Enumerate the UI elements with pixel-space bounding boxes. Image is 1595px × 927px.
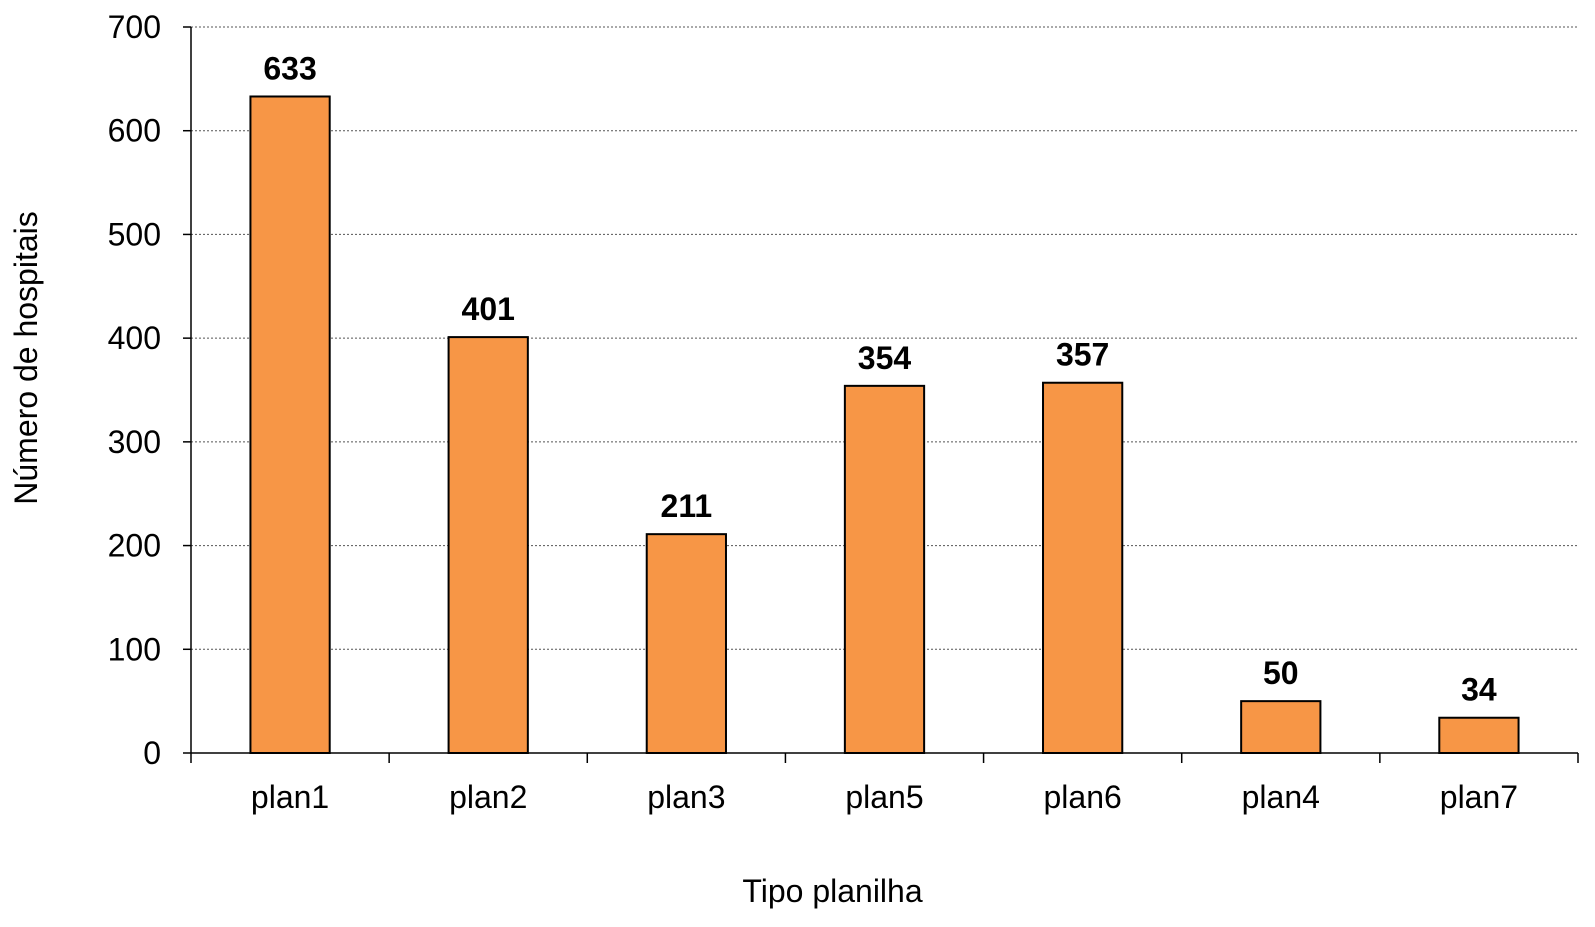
x-tick-label: plan6	[1043, 779, 1121, 815]
x-tick-label: plan2	[449, 779, 527, 815]
data-label: 50	[1263, 655, 1299, 691]
data-label: 633	[263, 50, 316, 86]
bar-plan7	[1438, 716, 1520, 754]
x-tick-labels: plan1 plan2 plan3 plan5 plan6 plan4 plan7	[251, 779, 1518, 815]
bar-plan1	[249, 95, 331, 754]
data-label: 354	[858, 340, 912, 376]
y-tick-label: 300	[108, 424, 161, 460]
data-label: 401	[462, 291, 515, 327]
x-axis-title: Tipo planilha	[742, 873, 922, 909]
x-tick-label: plan1	[251, 779, 329, 815]
y-tick-label: 100	[108, 631, 161, 667]
y-axis-title: Número de hospitais	[8, 211, 44, 504]
data-labels: 633 401 211 354 357 50 34	[263, 50, 1497, 707]
bar-plan4	[1240, 700, 1322, 755]
bars	[249, 95, 1520, 755]
y-tick-label: 400	[108, 320, 161, 356]
y-tick-label: 0	[143, 735, 161, 771]
y-tick-label: 700	[108, 9, 161, 45]
x-tick-label: plan5	[845, 779, 923, 815]
data-label: 34	[1461, 672, 1497, 708]
bar-plan5	[843, 384, 926, 754]
y-tick-labels: 0 100 200 300 400 500 600 700	[108, 9, 161, 771]
bar-plan3	[645, 533, 727, 754]
data-label: 211	[661, 488, 713, 524]
y-tick-label: 500	[108, 216, 161, 252]
axes	[183, 26, 1579, 763]
y-tick-label: 600	[108, 113, 161, 149]
x-tick-label: plan3	[647, 779, 725, 815]
y-tick-label: 200	[108, 528, 161, 564]
x-tick-label: plan7	[1440, 779, 1518, 815]
x-tick-label: plan4	[1242, 779, 1320, 815]
bar-plan6	[1042, 381, 1124, 754]
bar-plan2	[447, 336, 529, 754]
data-label: 357	[1056, 337, 1109, 373]
